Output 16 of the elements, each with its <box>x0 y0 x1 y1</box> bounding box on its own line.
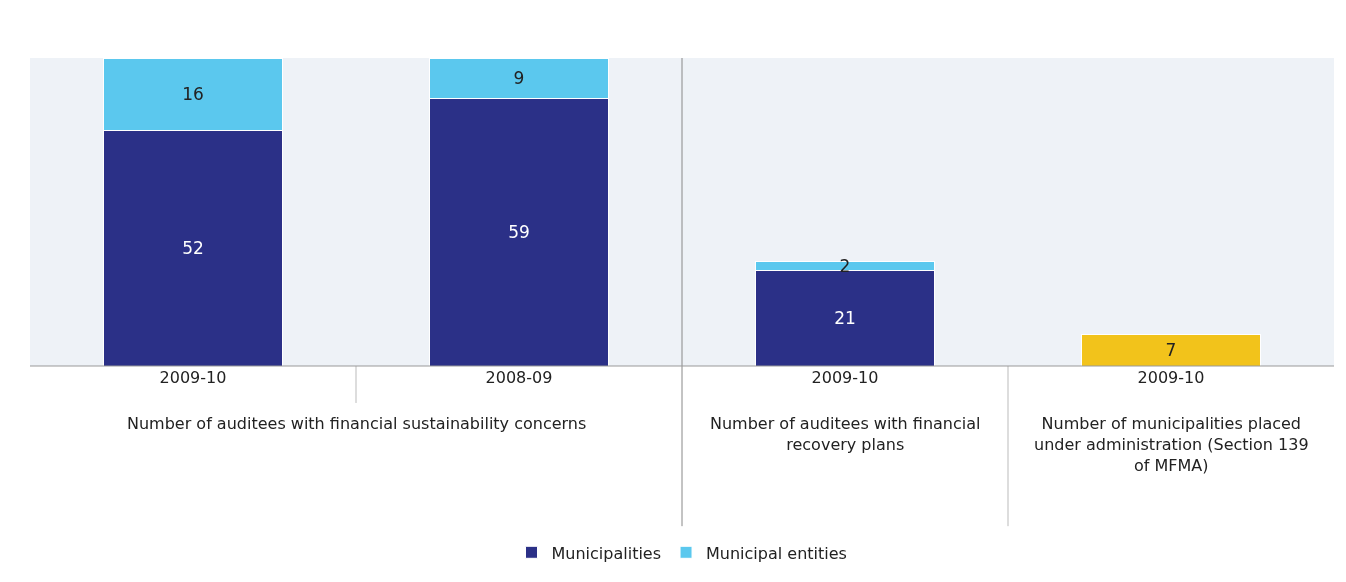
x-tick-label: 2009-10 <box>811 368 879 387</box>
data-label: 59 <box>508 222 530 243</box>
data-label: 52 <box>182 238 204 259</box>
data-label: 16 <box>182 84 204 105</box>
text: Number of auditees with financial recovery plans <box>710 414 981 454</box>
data-label: 9 <box>513 68 525 89</box>
legend-label: Municipalities <box>551 543 662 563</box>
data-label: 21 <box>834 308 856 329</box>
text: Number of auditees with financial sustainability concerns <box>127 414 587 433</box>
text: Number of municipalities placed under administration (Section 139 of MFMA) <box>1034 414 1309 475</box>
x-tick-label: 2008-09 <box>485 368 553 387</box>
data-label: 7 <box>1165 340 1177 361</box>
x-tick-label: 2009-10 <box>1137 368 1205 387</box>
x-tick-label: 2009-10 <box>159 368 227 387</box>
legend-label: Municipal entities <box>706 543 847 563</box>
bar <box>1080 333 1262 366</box>
